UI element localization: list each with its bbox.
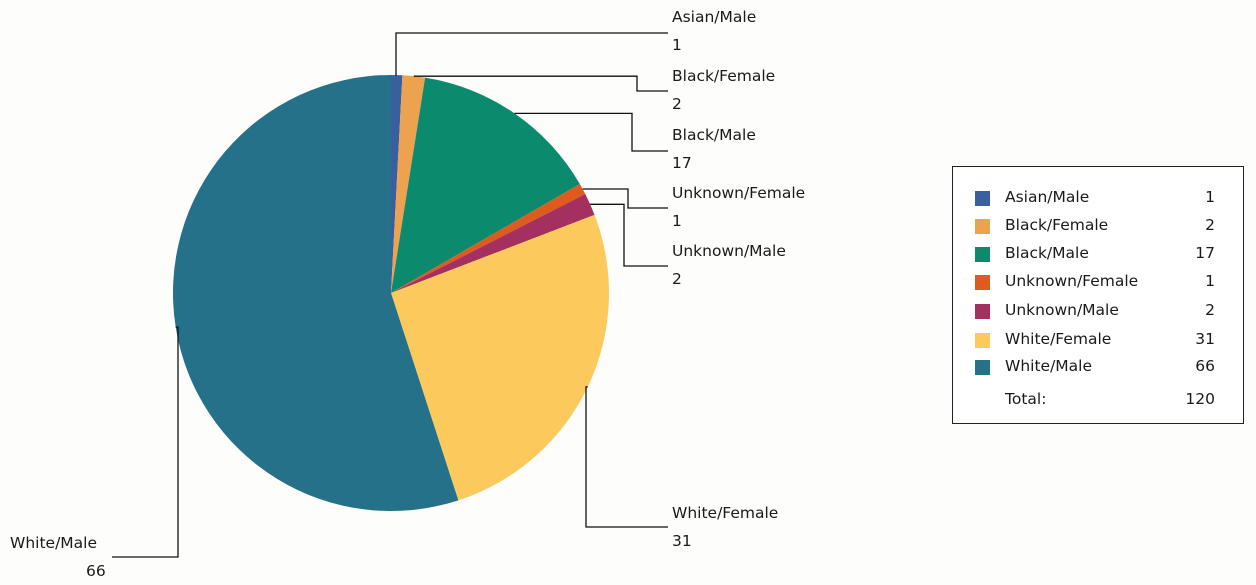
callout-leader-line xyxy=(413,75,668,92)
callout-black-male: Black/Male 17 xyxy=(514,112,756,172)
legend-label: Unknown/Female xyxy=(1005,272,1139,290)
legend-value: 1 xyxy=(1205,272,1215,290)
legend-item-unknown-male: Unknown/Male 2 xyxy=(953,300,1243,322)
legend-value: 31 xyxy=(1195,330,1215,348)
legend-swatch xyxy=(975,360,990,375)
callout-label: Asian/Male xyxy=(672,8,756,26)
legend-label: Asian/Male xyxy=(1005,188,1090,206)
legend-swatch xyxy=(975,304,990,319)
legend-swatch xyxy=(975,247,990,262)
callout-label: Black/Male xyxy=(672,126,756,144)
callouts: Asian/Male 1 Black/Female 2 Black/Male 17 Unkn… xyxy=(10,8,805,580)
callout-label: Unknown/Female xyxy=(672,184,805,202)
callout-white-male: White/Male 66 xyxy=(10,326,179,580)
legend-swatch xyxy=(975,333,990,348)
legend-swatch xyxy=(975,275,990,290)
legend-value: 2 xyxy=(1205,301,1215,319)
callout-value: 17 xyxy=(672,154,692,172)
callout-label: White/Male xyxy=(10,534,97,552)
legend-total: Total: 120 xyxy=(953,389,1243,411)
legend-item-white-female: White/Female 31 xyxy=(953,329,1243,351)
legend-item-asian-male: Asian/Male 1 xyxy=(953,187,1243,209)
callout-unknown-female: Unknown/Female 1 xyxy=(582,184,805,230)
legend-label: Unknown/Male xyxy=(1005,301,1119,319)
callout-value: 31 xyxy=(672,532,692,550)
legend-value: 1 xyxy=(1205,188,1215,206)
legend-label: White/Female xyxy=(1005,330,1112,348)
callout-value: 2 xyxy=(672,95,682,113)
callout-asian-male: Asian/Male 1 xyxy=(395,8,756,76)
callout-value: 1 xyxy=(672,36,682,54)
legend-total-value: 120 xyxy=(1185,390,1215,408)
callout-leader-line xyxy=(590,203,668,267)
callout-label: Black/Female xyxy=(672,67,775,85)
pie-slice-white-male xyxy=(172,75,459,512)
legend-value: 2 xyxy=(1205,216,1215,234)
legend-item-black-male: Black/Male 17 xyxy=(953,243,1243,265)
callout-value: 1 xyxy=(672,212,682,230)
callout-leader-line xyxy=(582,188,668,209)
pie-slice-asian-male xyxy=(391,75,403,293)
callout-leader-line xyxy=(514,112,668,152)
pie-slice-black-male xyxy=(391,77,580,293)
pie-slice-unknown-male xyxy=(391,194,595,293)
callout-value: 2 xyxy=(672,270,682,288)
legend-item-unknown-female: Unknown/Female 1 xyxy=(953,271,1243,293)
pie-slice-black-female xyxy=(391,75,426,293)
callout-value: 66 xyxy=(86,562,106,580)
callout-unknown-male: Unknown/Male 2 xyxy=(590,203,786,288)
legend: Asian/Male 1 Black/Female 2 Black/Male 1… xyxy=(952,166,1244,424)
pie-slices xyxy=(172,75,609,512)
callout-leader-line xyxy=(585,386,668,528)
callout-label: White/Female xyxy=(672,504,778,522)
legend-label: Black/Male xyxy=(1005,244,1089,262)
legend-total-label: Total: xyxy=(1005,390,1047,408)
callout-black-female: Black/Female 2 xyxy=(413,67,775,113)
callout-white-female: White/Female 31 xyxy=(585,386,778,550)
callout-leader-line xyxy=(395,32,668,76)
pie-slice-white-female xyxy=(391,214,609,501)
legend-value: 66 xyxy=(1195,357,1215,375)
callout-leader-line xyxy=(112,326,179,558)
legend-label: White/Male xyxy=(1005,357,1093,375)
callout-label: Unknown/Male xyxy=(672,242,786,260)
legend-value: 17 xyxy=(1195,244,1215,262)
legend-item-white-male: White/Male 66 xyxy=(953,356,1243,378)
legend-label: Black/Female xyxy=(1005,216,1109,234)
legend-swatch xyxy=(975,219,990,234)
pie-slice-unknown-female xyxy=(391,184,586,293)
legend-item-black-female: Black/Female 2 xyxy=(953,215,1243,237)
legend-swatch xyxy=(975,191,990,206)
